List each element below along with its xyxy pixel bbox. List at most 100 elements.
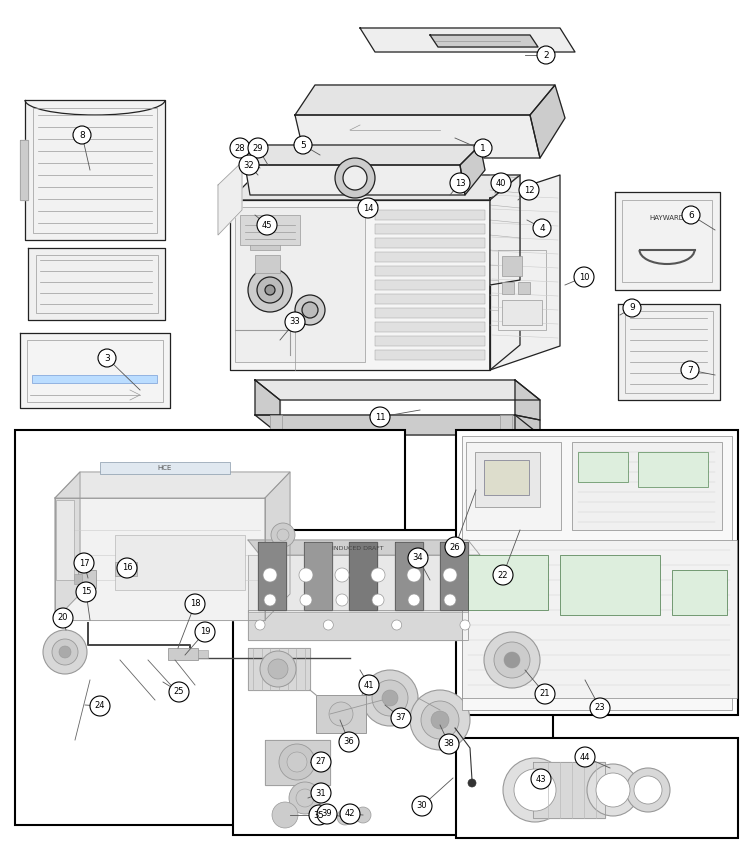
Polygon shape: [295, 85, 555, 115]
Text: 36: 36: [344, 738, 354, 746]
Bar: [27, 340, 163, 402]
Circle shape: [277, 529, 289, 541]
Circle shape: [289, 782, 321, 814]
Polygon shape: [349, 542, 377, 610]
Text: 23: 23: [595, 704, 605, 712]
Circle shape: [323, 620, 333, 630]
Circle shape: [362, 670, 418, 726]
Circle shape: [537, 46, 555, 64]
Bar: [375, 252, 485, 262]
Circle shape: [260, 651, 296, 687]
Circle shape: [370, 407, 390, 427]
Polygon shape: [490, 175, 520, 285]
Circle shape: [117, 558, 137, 578]
Circle shape: [340, 804, 360, 824]
Bar: [502, 256, 522, 276]
Text: 33: 33: [290, 318, 300, 326]
Circle shape: [519, 180, 539, 200]
Text: 31: 31: [316, 789, 326, 797]
Circle shape: [335, 568, 349, 582]
Bar: [115, 562, 137, 576]
Text: 17: 17: [79, 558, 89, 568]
Text: 19: 19: [200, 627, 211, 637]
Polygon shape: [533, 762, 605, 818]
Text: 39: 39: [322, 809, 332, 819]
Text: 38: 38: [444, 740, 454, 749]
Circle shape: [372, 680, 408, 716]
Circle shape: [287, 752, 307, 772]
Polygon shape: [20, 333, 170, 408]
Polygon shape: [265, 472, 290, 620]
Circle shape: [503, 758, 567, 822]
Circle shape: [257, 277, 283, 303]
Circle shape: [450, 173, 470, 193]
Text: 32: 32: [244, 161, 254, 169]
Polygon shape: [255, 380, 280, 415]
Text: 10: 10: [579, 273, 590, 281]
Circle shape: [514, 769, 556, 811]
Circle shape: [574, 267, 594, 287]
Bar: [375, 294, 485, 304]
Polygon shape: [28, 248, 165, 320]
Circle shape: [626, 768, 670, 812]
Text: 40: 40: [496, 178, 506, 188]
Bar: [375, 266, 485, 276]
Text: 4: 4: [539, 224, 544, 233]
Circle shape: [272, 802, 298, 828]
Circle shape: [98, 349, 116, 367]
Bar: [233, 530, 553, 835]
Circle shape: [504, 652, 520, 668]
Circle shape: [355, 807, 371, 823]
Bar: [560, 555, 660, 615]
Polygon shape: [55, 472, 290, 498]
Circle shape: [317, 804, 337, 824]
Text: 43: 43: [535, 774, 546, 784]
Circle shape: [535, 684, 555, 704]
Circle shape: [300, 594, 312, 606]
Text: 11: 11: [374, 412, 385, 422]
Polygon shape: [258, 542, 286, 610]
Bar: [375, 336, 485, 346]
Text: 20: 20: [58, 614, 68, 622]
Polygon shape: [248, 540, 480, 555]
Bar: [466, 442, 561, 530]
Bar: [484, 460, 529, 495]
Circle shape: [296, 789, 314, 807]
Circle shape: [493, 565, 513, 585]
Polygon shape: [255, 380, 540, 400]
Polygon shape: [245, 145, 480, 165]
Bar: [240, 215, 300, 245]
Circle shape: [431, 711, 449, 729]
Bar: [375, 350, 485, 360]
Circle shape: [263, 568, 277, 582]
Circle shape: [248, 268, 292, 312]
Circle shape: [445, 537, 465, 557]
Bar: [115, 535, 245, 590]
Circle shape: [59, 646, 71, 658]
Text: 16: 16: [122, 564, 132, 573]
Bar: [572, 442, 722, 530]
Bar: [638, 452, 708, 487]
Circle shape: [169, 682, 189, 702]
Bar: [462, 540, 737, 698]
Text: 34: 34: [413, 553, 423, 563]
Bar: [502, 282, 514, 294]
Circle shape: [421, 701, 459, 739]
Polygon shape: [430, 35, 538, 47]
Polygon shape: [304, 542, 332, 610]
Text: 29: 29: [253, 144, 263, 152]
Circle shape: [339, 732, 359, 752]
Bar: [375, 322, 485, 332]
Polygon shape: [218, 162, 242, 235]
Bar: [500, 415, 512, 435]
Polygon shape: [530, 85, 565, 158]
Bar: [672, 570, 727, 615]
Circle shape: [443, 568, 457, 582]
Circle shape: [634, 776, 662, 804]
Polygon shape: [25, 100, 165, 240]
Circle shape: [257, 215, 277, 235]
Polygon shape: [440, 542, 468, 610]
Bar: [456, 738, 738, 838]
Polygon shape: [618, 304, 720, 400]
Bar: [33, 108, 157, 233]
